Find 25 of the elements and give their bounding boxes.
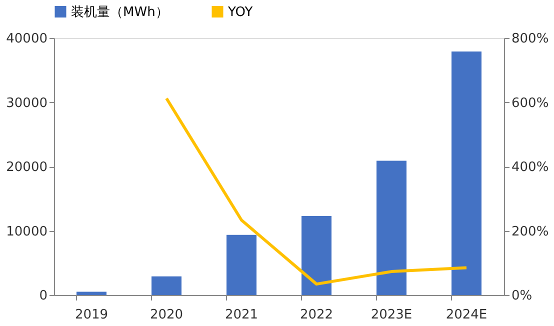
bar — [302, 216, 332, 295]
bar — [376, 160, 406, 295]
y2-tick-label: 400% — [512, 160, 549, 175]
x-tick-label: 2021 — [224, 308, 258, 322]
y2-tick-label: 200% — [512, 224, 549, 240]
y-tick-label: 0 — [39, 288, 48, 304]
legend-label: 装机量（MWh） — [71, 4, 168, 20]
bar — [452, 51, 482, 295]
y-tick-label: 30000 — [6, 96, 48, 111]
y-tick-label: 40000 — [6, 32, 48, 46]
y-tick-label: 20000 — [6, 160, 48, 175]
line-series — [165, 96, 468, 286]
x-tick-label: 2020 — [150, 308, 184, 322]
y2-tick-label: 800% — [512, 32, 549, 46]
x-tick-label: 2022 — [300, 308, 334, 322]
x-tick-label: 2023E — [370, 308, 412, 322]
y2-tick-label: 600% — [512, 96, 549, 111]
y-tick-label: 10000 — [6, 224, 48, 240]
legend-label: YOY — [227, 4, 253, 20]
x-tick-label: 2024E — [446, 308, 488, 322]
bar — [226, 234, 256, 295]
x-tick-label: 2019 — [74, 308, 108, 322]
bar — [76, 292, 106, 295]
bar — [152, 276, 182, 295]
y2-tick-label: 0% — [512, 288, 532, 304]
